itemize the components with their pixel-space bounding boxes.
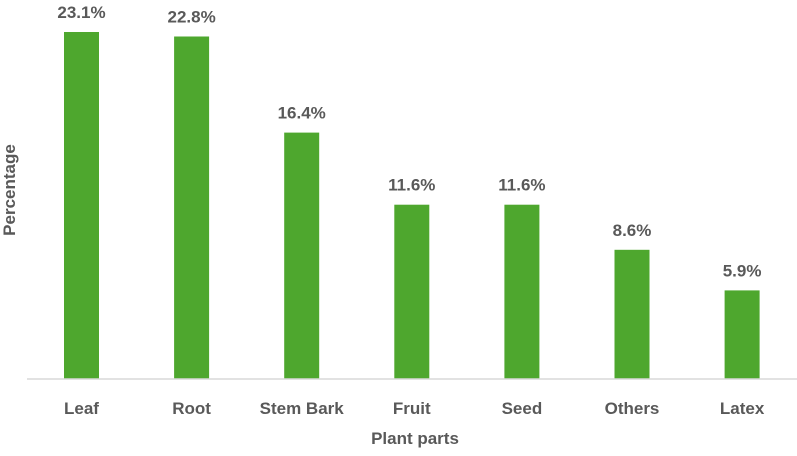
x-tick-label-root: Root: [172, 399, 211, 418]
data-label-others: 8.6%: [613, 221, 652, 240]
y-axis-title: Percentage: [0, 144, 19, 236]
bar-stem-bark: [284, 132, 320, 379]
bars-layer: [64, 32, 760, 379]
data-label-seed: 11.6%: [498, 176, 545, 195]
data-label-latex: 5.9%: [723, 261, 762, 280]
x-tick-label-others: Others: [605, 399, 660, 418]
data-label-fruit: 11.6%: [388, 176, 435, 195]
x-tick-label-fruit: Fruit: [393, 399, 431, 418]
bar-root: [174, 36, 210, 379]
x-axis-title: Plant parts: [371, 429, 459, 448]
x-tick-label-leaf: Leaf: [64, 399, 99, 418]
x-tick-labels-layer: Leaf Root Stem Bark Fruit Seed Others Latex: [64, 399, 765, 418]
bar-others: [614, 249, 650, 379]
bar-seed: [504, 204, 540, 379]
data-label-leaf: 23.1%: [57, 3, 105, 22]
bar-latex: [724, 290, 760, 379]
data-label-stem-bark: 16.4%: [278, 104, 326, 123]
x-tick-label-stem-bark: Stem Bark: [260, 399, 345, 418]
x-tick-label-latex: Latex: [720, 399, 765, 418]
data-labels-layer: 23.1% 22.8% 16.4% 11.6% 11.6% 8.6% 5.9%: [57, 3, 761, 280]
data-label-root: 22.8%: [167, 8, 215, 27]
bar-leaf: [64, 32, 99, 379]
bar-fruit: [394, 204, 430, 379]
x-tick-label-seed: Seed: [502, 399, 543, 418]
